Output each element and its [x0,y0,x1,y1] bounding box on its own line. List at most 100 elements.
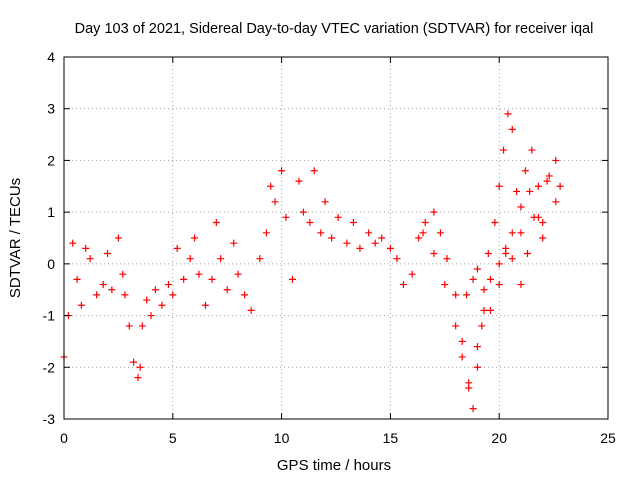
data-point [247,306,255,314]
plot-frame [63,56,609,420]
data-point [186,255,194,263]
data-point [473,363,481,371]
chart-title: Day 103 of 2021, Sidereal Day-to-day VTE… [75,21,594,37]
series-sdtvar-late [463,177,560,314]
data-point [262,229,270,237]
data-point [119,270,127,278]
data-point [495,182,503,190]
x-tick-label: 20 [491,430,507,446]
data-point [523,250,531,258]
data-point [180,275,188,283]
data-point [201,301,209,309]
data-point [539,234,547,242]
y-tick-label: 3 [47,101,55,117]
data-point [508,255,516,263]
data-point [430,208,438,216]
data-point [469,405,477,413]
data-point [436,229,444,237]
y-tick-label: 2 [47,152,55,168]
data-point [77,301,85,309]
x-tick-label: 10 [274,430,290,446]
data-point [463,291,471,299]
data-point [93,291,101,299]
data-point [491,218,499,226]
data-point [513,187,521,195]
data-point [169,291,177,299]
x-tick-label: 25 [600,430,616,446]
data-point [143,296,151,304]
data-point [393,255,401,263]
y-tick-label: -3 [43,411,56,427]
data-point [430,250,438,258]
data-point [486,275,494,283]
data-point [386,244,394,252]
data-point [539,218,547,226]
data-point [371,239,379,247]
data-point [164,281,172,289]
data-point [158,301,166,309]
data-point [321,198,329,206]
data-point [458,337,466,345]
data-point [73,275,81,283]
data-point [458,353,466,361]
data-point [543,177,551,185]
data-point [478,322,486,330]
data-point [473,265,481,273]
data-point [473,343,481,351]
data-point [365,229,373,237]
data-point [349,218,357,226]
data-point [125,322,133,330]
data-point [121,291,129,299]
data-point [480,306,488,314]
x-tick-label: 5 [169,430,177,446]
data-point [486,306,494,314]
data-point [191,234,199,242]
data-point [502,250,510,258]
data-point [500,146,508,154]
data-point [421,218,429,226]
data-point [552,156,560,164]
data-point [343,239,351,247]
data-point [99,281,107,289]
data-series [60,110,564,413]
data-point [495,260,503,268]
data-point [465,384,473,392]
data-point [136,363,144,371]
data-point [114,234,122,242]
data-point [556,182,564,190]
data-point [195,270,203,278]
data-point [528,146,536,154]
data-point [356,244,364,252]
data-point [508,229,516,237]
data-point [217,255,225,263]
data-point [408,270,416,278]
y-tick-label: 1 [47,204,55,220]
y-tick-label: -2 [43,359,56,375]
data-point [212,218,220,226]
data-point [104,250,112,258]
data-point [208,275,216,283]
data-point [328,234,336,242]
data-point [534,182,542,190]
data-point [552,198,560,206]
data-point [299,208,307,216]
data-point [545,172,553,180]
data-point [399,281,407,289]
data-point [138,322,146,330]
grid [64,57,608,419]
data-point [310,167,318,175]
data-point [223,286,231,294]
data-point [267,182,275,190]
data-point [151,286,159,294]
data-point [495,281,503,289]
data-point [378,234,386,242]
x-tick-label: 0 [60,430,68,446]
x-axis-title: GPS time / hours [277,457,391,474]
data-point [256,255,264,263]
data-point [230,239,238,247]
data-point [508,125,516,133]
data-point [147,312,155,320]
x-tick-label: 15 [383,430,399,446]
data-point [521,167,529,175]
